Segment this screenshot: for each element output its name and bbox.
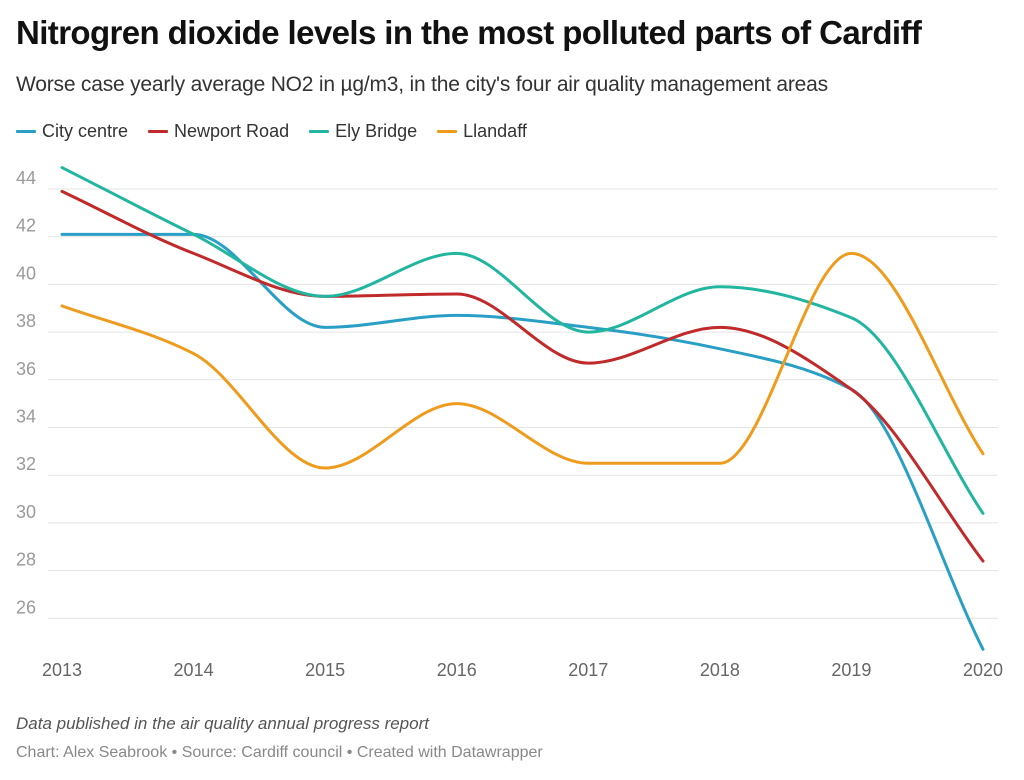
chart-notes: Data published in the air quality annual…	[16, 714, 429, 733]
legend-label: City centre	[42, 121, 129, 141]
x-tick-label: 2018	[700, 660, 740, 680]
legend-item-ely-bridge: Ely Bridge	[309, 121, 417, 142]
legend-swatch	[148, 130, 169, 133]
y-tick-label: 34	[16, 407, 36, 427]
series-line-ely-bridge	[60, 166, 985, 515]
legend-swatch	[437, 130, 458, 133]
legend-label: Ely Bridge	[335, 121, 418, 141]
series-lines	[60, 166, 985, 651]
x-tick-label: 2020	[963, 660, 1003, 680]
series-line-llandaff	[60, 251, 985, 470]
legend-swatch	[309, 130, 330, 133]
y-tick-label: 28	[16, 550, 36, 570]
x-tick-label: 2016	[437, 660, 477, 680]
y-tick-label: 40	[16, 263, 36, 283]
legend-item-newport-road: Newport Road	[148, 121, 289, 142]
y-tick-label: 36	[16, 359, 36, 379]
y-tick-label: 38	[16, 311, 36, 331]
legend: City centre Newport Road Ely Bridge Llan…	[16, 121, 527, 142]
y-tick-label: 26	[16, 597, 36, 617]
y-tick-label: 30	[16, 502, 36, 522]
chart-subtitle: Worse case yearly average NO2 in µg/m3, …	[16, 73, 828, 96]
legend-item-city-centre: City centre	[16, 121, 128, 142]
x-tick-label: 2017	[568, 660, 608, 680]
y-tick-label: 32	[16, 454, 36, 474]
y-tick-label: 42	[16, 216, 36, 236]
series-line-newport-road	[60, 189, 985, 563]
series-line-city-centre	[60, 232, 985, 651]
y-tick-label: 44	[16, 168, 36, 188]
legend-label: Llandaff	[463, 121, 527, 141]
legend-swatch	[16, 130, 36, 133]
chart-byline: Chart: Alex Seabrook • Source: Cardiff c…	[16, 744, 543, 761]
y-axis-ticks: 26 28 30 32 34 36 38 40 42 44	[16, 168, 36, 617]
x-axis-ticks: 2013 2014 2015 2016 2017 2018 2019 2020	[42, 660, 1003, 680]
legend-label: Newport Road	[174, 121, 290, 141]
gridlines	[48, 188, 998, 619]
x-tick-label: 2019	[831, 660, 871, 680]
x-tick-label: 2014	[174, 660, 214, 680]
chart-title: Nitrogren dioxide levels in the most pol…	[16, 14, 922, 51]
x-tick-label: 2015	[305, 660, 345, 680]
x-tick-label: 2013	[42, 660, 82, 680]
legend-item-llandaff: Llandaff	[437, 121, 527, 142]
